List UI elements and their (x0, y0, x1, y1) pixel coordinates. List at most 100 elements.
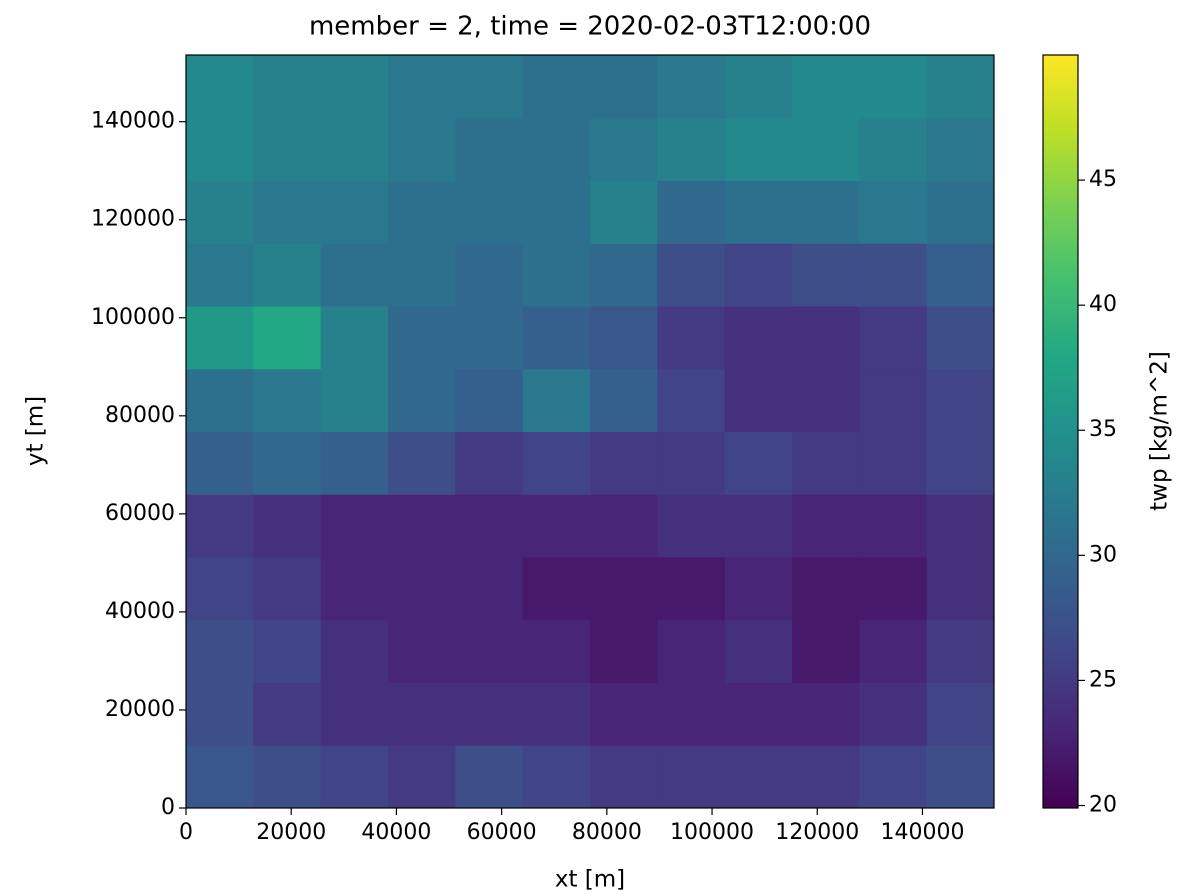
heatmap-cell (253, 118, 321, 181)
heatmap-cell (792, 557, 860, 620)
heatmap-cell (657, 745, 725, 808)
chart-title: member = 2, time = 2020-02-03T12:00:00 (309, 12, 871, 42)
heatmap-cell (388, 118, 456, 181)
heatmap-cell (455, 118, 523, 181)
colorbar-tick-label: 25 (1089, 667, 1117, 692)
heatmap-cell (523, 557, 591, 620)
heatmap-cell (186, 620, 254, 683)
heatmap-cell (321, 306, 389, 369)
heatmap-cell (725, 243, 793, 306)
heatmap-cell (927, 306, 995, 369)
heatmap-cell (523, 620, 591, 683)
heatmap-cell (859, 620, 927, 683)
heatmap-cell (523, 369, 591, 432)
heatmap-cell (792, 181, 860, 244)
heatmap-cell (253, 494, 321, 557)
heatmap-cell (186, 557, 254, 620)
heatmap-cell (927, 243, 995, 306)
heatmap-cell (388, 55, 456, 118)
heatmap-cell (859, 557, 927, 620)
heatmap-cell (321, 55, 389, 118)
heatmap-cell (657, 369, 725, 432)
x-tick-label: 120000 (775, 820, 859, 845)
heatmap-cell (455, 494, 523, 557)
heatmap-cell (253, 432, 321, 495)
y-tick-label: 100000 (91, 305, 175, 330)
heatmap-cell (657, 118, 725, 181)
heatmap-cell (455, 683, 523, 746)
heatmap-cell (927, 55, 995, 118)
y-axis-label: yt [m] (23, 396, 49, 466)
heatmap-cell (321, 620, 389, 683)
heatmap-cell (253, 745, 321, 808)
heatmap-cell (388, 494, 456, 557)
x-axis-label: xt [m] (555, 867, 625, 893)
heatmap-cell (186, 181, 254, 244)
heatmap-cell (388, 181, 456, 244)
heatmap-cell (859, 55, 927, 118)
heatmap-cell (321, 432, 389, 495)
heatmap-cell (388, 243, 456, 306)
heatmap-cell (725, 306, 793, 369)
heatmap-cell (523, 55, 591, 118)
x-tick-label: 40000 (361, 820, 431, 845)
heatmap-cell (792, 683, 860, 746)
heatmap-cell (523, 181, 591, 244)
heatmap-cell (388, 557, 456, 620)
heatmap-cell (455, 369, 523, 432)
heatmap-cell (792, 306, 860, 369)
heatmap-cell (657, 432, 725, 495)
heatmap-cell (455, 306, 523, 369)
heatmap-cell (927, 494, 995, 557)
heatmap-cell (186, 745, 254, 808)
heatmap-cell (859, 683, 927, 746)
heatmap-cell (455, 432, 523, 495)
y-tick-label: 140000 (91, 109, 175, 134)
heatmap-cell (523, 494, 591, 557)
colorbar-tick-label: 20 (1089, 792, 1117, 817)
heatmap (186, 55, 995, 809)
x-tick-label: 0 (179, 820, 193, 845)
heatmap-cell (388, 683, 456, 746)
heatmap-cell (657, 557, 725, 620)
heatmap-cell (792, 55, 860, 118)
heatmap-cell (388, 432, 456, 495)
heatmap-cell (455, 181, 523, 244)
y-tick-label: 120000 (91, 207, 175, 232)
heatmap-cell (725, 55, 793, 118)
heatmap-cell (859, 494, 927, 557)
heatmap-cell (792, 432, 860, 495)
heatmap-cell (455, 745, 523, 808)
heatmap-cell (186, 683, 254, 746)
heatmap-cell (590, 683, 658, 746)
heatmap-cell (388, 620, 456, 683)
x-tick-label: 140000 (880, 820, 964, 845)
heatmap-cell (725, 683, 793, 746)
heatmap-cell (253, 306, 321, 369)
heatmap-cell (657, 683, 725, 746)
heatmap-cell (523, 118, 591, 181)
heatmap-cell (725, 369, 793, 432)
heatmap-cell (792, 243, 860, 306)
heatmap-cell (792, 620, 860, 683)
heatmap-cell (590, 369, 658, 432)
heatmap-cell (523, 745, 591, 808)
heatmap-cell (859, 306, 927, 369)
heatmap-cell (590, 55, 658, 118)
heatmap-cell (253, 181, 321, 244)
heatmap-cell (455, 557, 523, 620)
heatmap-cell (321, 745, 389, 808)
y-tick-label: 20000 (105, 697, 175, 722)
heatmap-cell (321, 118, 389, 181)
heatmap-cell (927, 118, 995, 181)
heatmap-cell (455, 55, 523, 118)
x-tick-label: 100000 (670, 820, 754, 845)
heatmap-cell (725, 745, 793, 808)
heatmap-cell (186, 55, 254, 118)
heatmap-cell (927, 620, 995, 683)
heatmap-cell (590, 432, 658, 495)
heatmap-cell (590, 243, 658, 306)
heatmap-cell (657, 494, 725, 557)
colorbar (1043, 55, 1078, 808)
heatmap-cell (927, 369, 995, 432)
